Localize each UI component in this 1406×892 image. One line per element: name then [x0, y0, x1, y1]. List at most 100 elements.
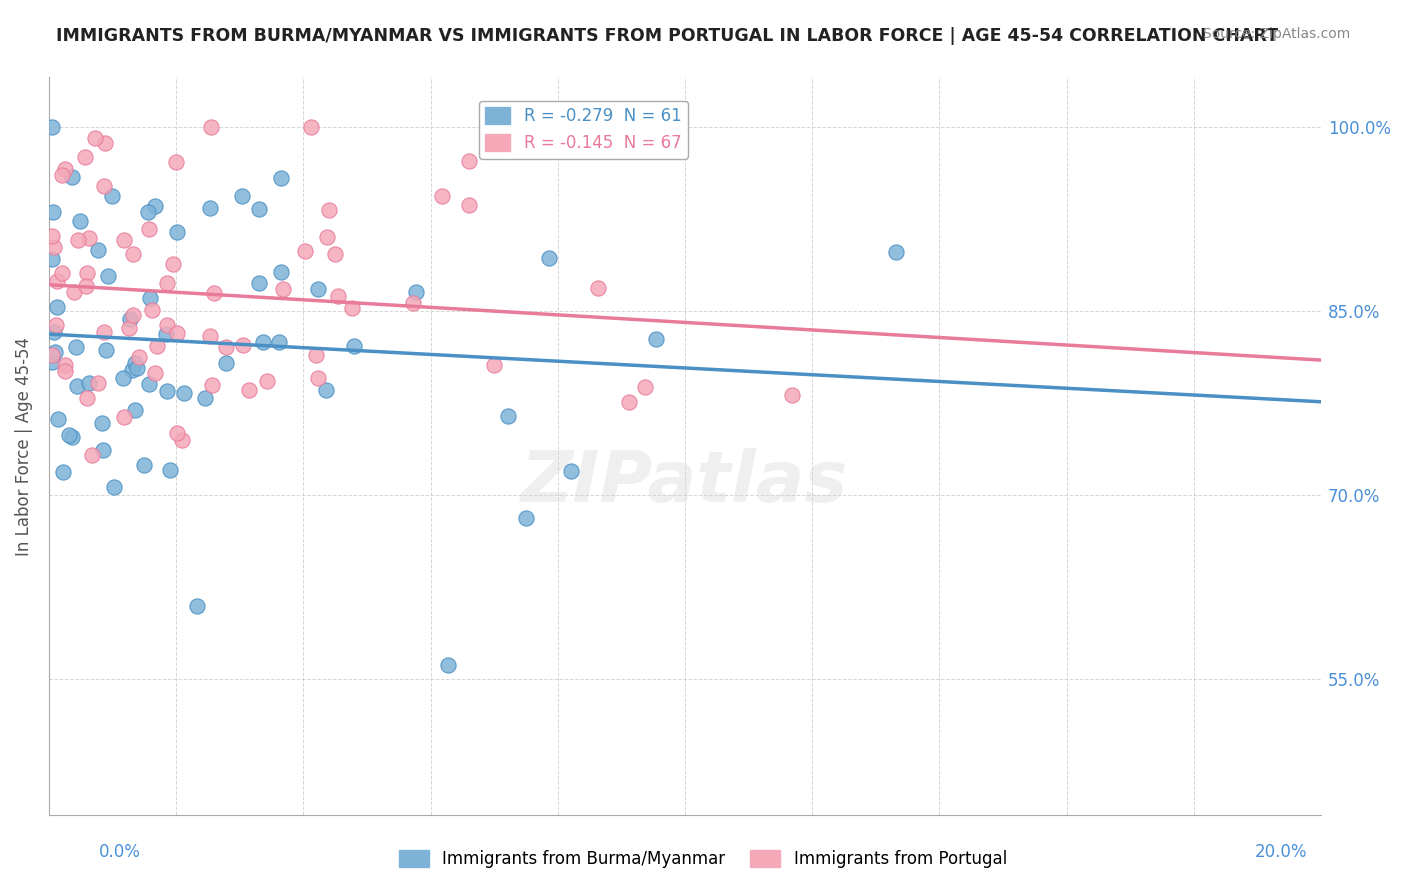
Point: [145, 366, 167, 380]
Point: [271, 282, 294, 296]
Point: [165, 154, 187, 169]
Point: [65, 339, 87, 353]
Point: [307, 371, 329, 385]
Point: [307, 282, 329, 296]
Point: [51, 266, 73, 280]
Point: [42, 240, 65, 254]
Point: [198, 329, 221, 343]
Point: [44, 326, 66, 340]
Point: [75, 278, 97, 293]
Text: ZIPatlas: ZIPatlas: [522, 449, 849, 517]
Point: [155, 326, 177, 341]
Text: Source: ZipAtlas.com: Source: ZipAtlas.com: [1202, 27, 1350, 41]
Point: [128, 350, 150, 364]
Point: [617, 395, 640, 409]
Point: [270, 265, 292, 279]
Point: [42, 205, 65, 219]
Point: [101, 189, 124, 203]
Point: [156, 276, 179, 290]
Point: [53, 358, 76, 372]
Point: [194, 391, 217, 405]
Point: [496, 409, 519, 424]
Point: [91, 442, 114, 457]
Point: [402, 296, 425, 310]
Point: [44, 345, 66, 359]
Legend: Immigrants from Burma/Myanmar, Immigrants from Portugal: Immigrants from Burma/Myanmar, Immigrant…: [392, 843, 1014, 875]
Point: [634, 380, 657, 394]
Point: [60, 430, 83, 444]
Point: [51, 168, 73, 182]
Point: [124, 402, 146, 417]
Point: [267, 334, 290, 349]
Point: [202, 286, 225, 301]
Point: [67, 233, 90, 247]
Point: [77, 376, 100, 391]
Point: [66, 378, 89, 392]
Point: [121, 246, 143, 260]
Point: [405, 285, 427, 299]
Point: [112, 233, 135, 247]
Point: [124, 356, 146, 370]
Point: [93, 179, 115, 194]
Text: 0.0%: 0.0%: [98, 843, 141, 861]
Point: [122, 308, 145, 322]
Point: [41, 355, 63, 369]
Point: [94, 136, 117, 150]
Point: [41, 229, 63, 244]
Point: [294, 244, 316, 258]
Point: [138, 376, 160, 391]
Point: [252, 334, 274, 349]
Point: [45, 300, 67, 314]
Point: [53, 161, 76, 176]
Point: [215, 341, 238, 355]
Point: [247, 276, 270, 290]
Point: [103, 480, 125, 494]
Point: [315, 229, 337, 244]
Point: [80, 448, 103, 462]
Point: [162, 257, 184, 271]
Y-axis label: In Labor Force | Age 45-54: In Labor Force | Age 45-54: [15, 336, 32, 556]
Point: [141, 302, 163, 317]
Point: [62, 285, 84, 299]
Point: [120, 312, 142, 326]
Point: [91, 417, 114, 431]
Point: [166, 426, 188, 441]
Point: [166, 326, 188, 340]
Point: [256, 375, 278, 389]
Point: [143, 199, 166, 213]
Point: [538, 251, 561, 265]
Point: [340, 301, 363, 316]
Point: [156, 384, 179, 398]
Point: [305, 348, 328, 362]
Point: [75, 150, 97, 164]
Point: [586, 281, 609, 295]
Point: [458, 198, 481, 212]
Text: IMMIGRANTS FROM BURMA/MYANMAR VS IMMIGRANTS FROM PORTUGAL IN LABOR FORCE | AGE 4: IMMIGRANTS FROM BURMA/MYANMAR VS IMMIGRA…: [56, 27, 1278, 45]
Point: [76, 392, 98, 406]
Point: [247, 202, 270, 217]
Point: [430, 189, 453, 203]
Point: [201, 378, 224, 392]
Point: [437, 658, 460, 673]
Point: [136, 205, 159, 219]
Point: [97, 269, 120, 284]
Point: [134, 458, 156, 472]
Point: [77, 231, 100, 245]
Point: [198, 202, 221, 216]
Point: [53, 364, 76, 378]
Point: [41, 120, 63, 134]
Point: [159, 462, 181, 476]
Point: [270, 170, 292, 185]
Point: [41, 252, 63, 266]
Text: 20.0%: 20.0%: [1256, 843, 1308, 861]
Point: [118, 320, 141, 334]
Point: [84, 131, 107, 145]
Point: [780, 388, 803, 402]
Point: [93, 325, 115, 339]
Point: [215, 356, 238, 370]
Point: [166, 226, 188, 240]
Point: [884, 245, 907, 260]
Point: [315, 383, 337, 397]
Point: [515, 511, 537, 525]
Point: [200, 120, 222, 134]
